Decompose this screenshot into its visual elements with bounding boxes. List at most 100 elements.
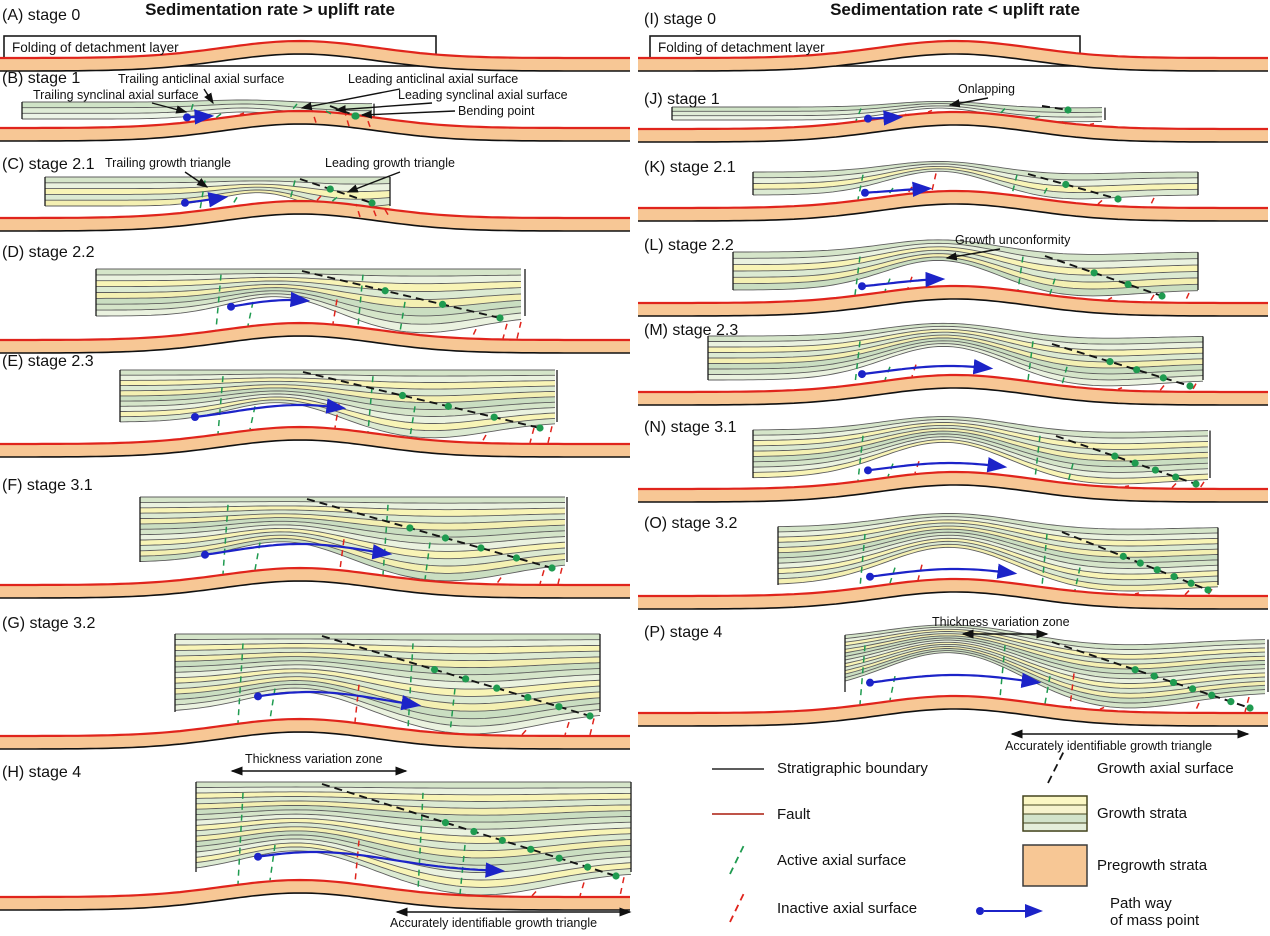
growth-strata-swatch-band [1023, 823, 1087, 832]
stratigraphic-boundary-line [196, 786, 631, 789]
growth-strata-layer [96, 281, 521, 300]
fault-top-line [638, 577, 1268, 598]
stratigraphic-boundary-line [733, 256, 1199, 290]
active-axial-surface-dash [367, 376, 374, 432]
stratigraphic-boundary-line [777, 537, 1219, 575]
bending-point-label: Bending point [458, 104, 535, 118]
stratigraphic-boundary-line [140, 517, 566, 531]
legend-label-mass-point-path-line2: of mass point [1110, 912, 1200, 929]
mass-point-path [204, 542, 393, 560]
stratigraphic-boundary-line [753, 430, 1209, 462]
growth-axial-point [1172, 473, 1180, 481]
stratigraphic-boundary-line [96, 283, 522, 300]
mass-point-dot [254, 852, 262, 861]
stratigraphic-boundary-line [96, 287, 522, 309]
legend-label-inactive-axial-surface: Inactive axial surface [777, 900, 918, 917]
inactive-axial-surface-dash [354, 840, 360, 883]
inactive-axial-surface-dash [1149, 294, 1155, 302]
stratigraphic-boundary-line [708, 345, 1204, 387]
stratigraphic-boundary-line [777, 546, 1219, 592]
stratigraphic-boundary-line [174, 683, 601, 720]
growth-strata-layer [175, 656, 600, 675]
growth-axial-point [1204, 586, 1212, 594]
stratigraphic-boundary-line [844, 624, 1266, 646]
fault-top-line [638, 694, 1268, 715]
stratigraphic-boundary-line [733, 246, 1198, 269]
growth-strata-layer [733, 253, 1198, 289]
inactive-axial-surface-dash [383, 207, 389, 216]
stratigraphic-boundary-line [844, 643, 1266, 689]
growth-unconformity-label-arrow [945, 248, 1001, 261]
growth-axial-point [496, 314, 504, 322]
growth-axial-point [326, 185, 334, 193]
stratigraphic-boundary-line [753, 168, 1199, 194]
onlapping-label-arrow [948, 97, 989, 108]
growth-axial-surface-dash [306, 498, 553, 569]
panel-E-drawing [0, 369, 630, 458]
stratigraphic-boundary-line [96, 272, 522, 277]
growth-strata-layer [753, 416, 1208, 438]
growth-strata-layer [196, 826, 631, 858]
fault-top-line [0, 199, 630, 220]
growth-axial-point [524, 693, 532, 702]
stratigraphic-boundary-line [777, 522, 1219, 547]
growth-axial-point [430, 666, 439, 674]
stratigraphic-boundary-line [140, 527, 566, 552]
inactive-axial-surface-dashes-icon [729, 890, 746, 923]
growth-strata-layer [778, 544, 1218, 591]
mass-point-path-arrow-icon-dot [976, 907, 984, 915]
growth-axial-point [1124, 280, 1132, 288]
growth-strata-layer [778, 529, 1218, 563]
trailing-synclinal-axial-surface-label-arrow [151, 102, 188, 114]
growth-strata-layer [708, 335, 1203, 368]
growth-strata-layer [753, 163, 1198, 187]
growth-strata-layer [733, 250, 1198, 282]
growth-strata-layer [196, 801, 631, 816]
growth-axial-point [1246, 704, 1254, 712]
active-axial-surface-dash [1049, 278, 1056, 295]
folding-of-detachment-layer-label: Folding of detachment layer [12, 40, 179, 55]
panel-H-stage-label: (H) stage 4 [2, 764, 82, 781]
mass-point-dot [191, 412, 199, 421]
active-axial-surface-dash [331, 196, 338, 203]
stratigraphic-boundary-line [777, 528, 1219, 558]
stratigraphic-boundary-line [175, 643, 601, 648]
pregrowth-strata-band [0, 719, 630, 749]
mass-point-path [864, 181, 933, 198]
stratigraphic-boundary-line [120, 390, 556, 410]
inactive-axial-surface-dash [1117, 387, 1123, 390]
stratigraphic-boundary-line [45, 186, 391, 200]
stratigraphic-boundary-line [708, 343, 1204, 381]
growth-strata-layer [140, 505, 565, 517]
growth-strata-layer [175, 664, 600, 690]
growth-strata-swatch-band [1023, 805, 1087, 814]
inactive-axial-surface-dash [1134, 592, 1140, 595]
panel-A-stage-label: (A) stage 0 [2, 7, 81, 24]
inactive-axial-surface-dash [1149, 197, 1155, 207]
growth-axial-point [1064, 106, 1072, 114]
bending-point-dot [351, 112, 359, 120]
inactive-axial-surface-dash [539, 570, 545, 585]
fault-top-line [638, 284, 1268, 305]
mass-point-dot [858, 282, 866, 291]
stratigraphic-boundary-line [195, 817, 632, 837]
stratigraphic-boundary-line [22, 99, 373, 105]
active-axial-surface-dash [247, 301, 254, 326]
inactive-axial-surface-dash [531, 891, 537, 897]
stratigraphic-boundary-line [753, 419, 1209, 439]
panel-C-stage-label: (C) stage 2.1 [2, 156, 95, 173]
stratigraphic-boundary-line [174, 687, 601, 727]
stratigraphic-boundary-line [777, 534, 1219, 569]
active-axial-surface-dash [884, 366, 891, 381]
legend-label-pregrowth-strata: Pregrowth strata [1097, 857, 1208, 874]
stratigraphic-boundary-line [195, 813, 632, 830]
inactive-axial-surface-dash [239, 112, 245, 116]
growth-axial-surface-dash [302, 371, 541, 429]
trailing-synclinal-axial-surface-label: Trailing synclinal axial surface [33, 88, 199, 102]
fault-top-line [0, 109, 630, 130]
inactive-axial-surface-dash [1089, 122, 1095, 126]
active-axial-surface-dash [291, 103, 298, 111]
active-axial-surface-dash [269, 844, 276, 881]
growth-strata-layer [708, 332, 1203, 362]
growth-axial-surface-dashes-icon [1047, 750, 1065, 784]
